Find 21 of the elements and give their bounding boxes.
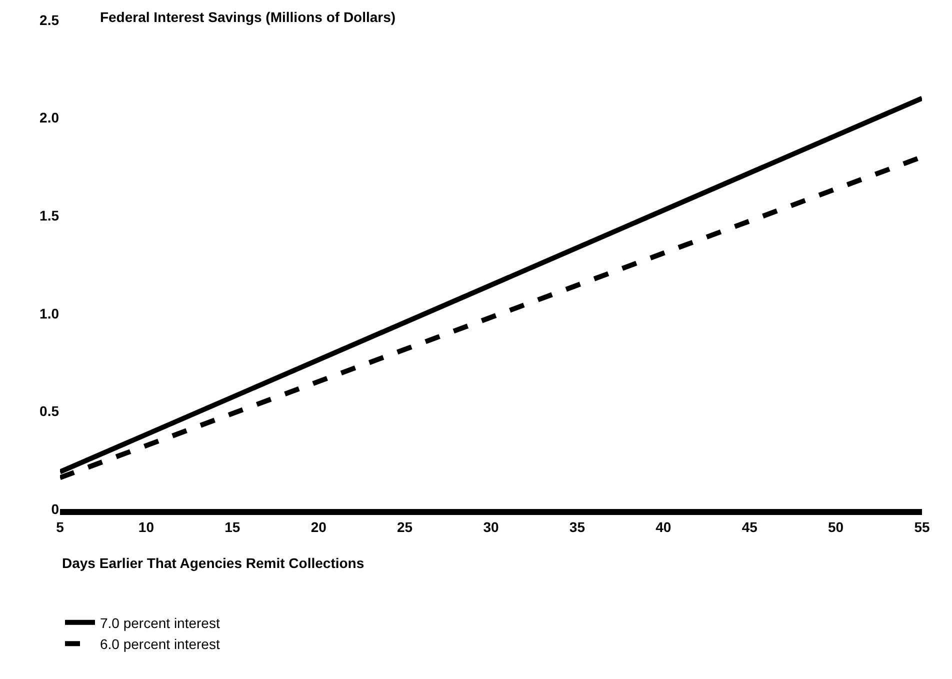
y-tick-label: 0.5 bbox=[40, 403, 60, 420]
y-tick-label: 1.0 bbox=[40, 305, 60, 322]
y-tick-label: 2.0 bbox=[40, 110, 60, 126]
x-tick-label: 40 bbox=[656, 518, 672, 535]
x-tick-label: 45 bbox=[742, 518, 758, 535]
chart-title: Federal Interest Savings (Millions of Dollars) bbox=[100, 8, 396, 25]
x-tick-label: 50 bbox=[828, 518, 844, 535]
x-tick-label: 25 bbox=[397, 518, 413, 535]
legend-label: 7.0 percent interest bbox=[100, 614, 220, 631]
y-tick-label: 2.5 bbox=[40, 12, 60, 28]
x-tick-label: 20 bbox=[310, 518, 327, 535]
x-axis-title: Days Earlier That Agencies Remit Collections bbox=[62, 555, 364, 571]
x-tick-label: 55 bbox=[914, 518, 930, 535]
x-tick-label: 10 bbox=[138, 518, 154, 535]
x-tick-label: 30 bbox=[483, 518, 499, 535]
x-tick-label: 15 bbox=[224, 518, 240, 535]
x-tick-label: 5 bbox=[56, 518, 64, 535]
y-tick-label: 1.5 bbox=[40, 208, 60, 224]
y-tick-label: 0 bbox=[51, 500, 60, 517]
legend-label: 6.0 percent interest bbox=[100, 636, 220, 652]
x-tick-label: 35 bbox=[569, 518, 586, 535]
